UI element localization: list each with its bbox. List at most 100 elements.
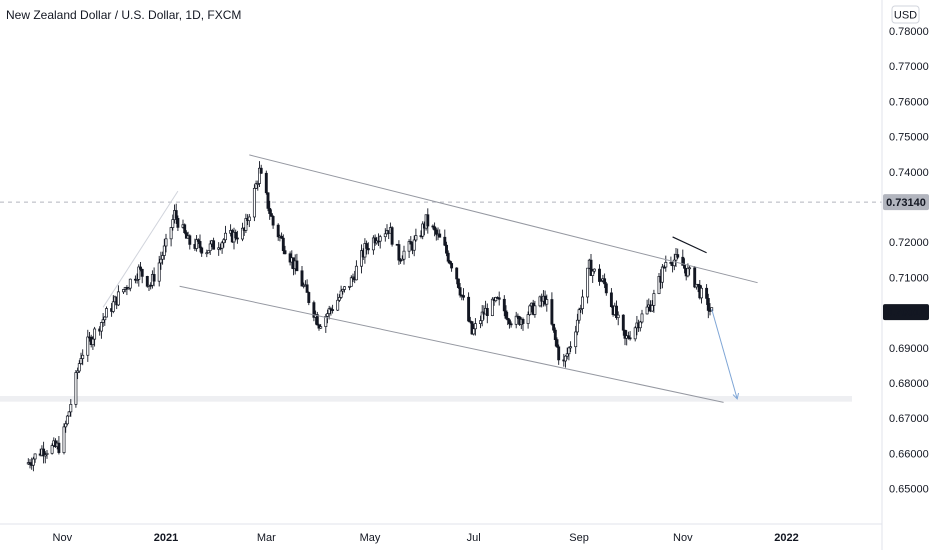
candle <box>445 241 448 257</box>
candle-body <box>497 297 501 300</box>
top-line <box>672 236 707 254</box>
candle-body <box>609 292 613 307</box>
candle-body <box>337 297 341 301</box>
candle <box>507 318 511 329</box>
candle <box>434 227 438 241</box>
candle <box>171 214 175 231</box>
candle-body <box>69 403 73 413</box>
candle <box>295 253 299 272</box>
candle-body <box>509 323 513 326</box>
candle <box>67 411 71 417</box>
candle-body <box>127 287 131 290</box>
candle-body <box>550 299 554 325</box>
candle <box>43 451 47 464</box>
candle-body <box>616 314 620 318</box>
candle-body <box>577 309 581 321</box>
candle-body <box>615 305 618 318</box>
candle <box>99 321 103 339</box>
candle-body <box>254 183 258 189</box>
candle-body <box>421 223 425 237</box>
candle-body <box>324 315 328 327</box>
candle <box>162 238 166 260</box>
candle <box>652 289 656 313</box>
candle-body <box>360 250 363 267</box>
x-tick-label: Jul <box>467 532 481 544</box>
candle <box>280 232 284 239</box>
candle <box>349 275 353 287</box>
candle-body <box>479 320 482 324</box>
candle <box>479 315 482 329</box>
candle-body <box>598 268 601 282</box>
candle-body <box>579 308 583 311</box>
candle <box>683 258 686 274</box>
candle <box>222 237 226 248</box>
candle <box>74 370 78 408</box>
candle-body <box>545 299 549 305</box>
candle-body <box>472 328 476 335</box>
candle-body <box>280 235 284 239</box>
candle-body <box>77 363 81 372</box>
candle <box>567 346 571 361</box>
candle <box>497 291 501 306</box>
candle-body <box>241 227 244 240</box>
candle <box>159 251 163 270</box>
candle <box>111 295 115 314</box>
candle <box>598 264 601 286</box>
candle-body <box>533 305 537 315</box>
candle <box>490 297 494 317</box>
candle <box>315 311 319 326</box>
candle-body <box>696 283 700 286</box>
candle <box>693 266 697 289</box>
candle-body <box>686 267 690 277</box>
candle-body <box>455 267 459 280</box>
candle-body <box>331 309 335 311</box>
x-tick-label: Mar <box>257 532 276 544</box>
candle <box>569 341 573 353</box>
candle <box>700 285 703 304</box>
candle <box>609 288 613 308</box>
trend-early <box>102 190 179 308</box>
candle <box>455 267 459 285</box>
candle <box>645 299 649 315</box>
candle <box>127 286 131 290</box>
channel-lower <box>179 285 724 403</box>
candle-body <box>564 355 567 362</box>
candle-body <box>128 278 132 289</box>
candle <box>521 317 525 331</box>
candle-body <box>681 256 685 266</box>
candle <box>696 283 700 293</box>
candle <box>402 245 406 265</box>
candle-body <box>581 296 584 309</box>
candle-body <box>157 262 161 282</box>
candle <box>557 344 561 365</box>
candle <box>276 223 280 241</box>
candle <box>137 264 141 287</box>
candle-body <box>164 238 168 247</box>
candle-body <box>366 248 370 251</box>
candle-body <box>445 244 448 254</box>
x-tick-label: May <box>360 532 381 544</box>
candle-body <box>234 231 238 239</box>
candle <box>564 355 567 368</box>
candle <box>621 314 625 336</box>
candle <box>258 161 261 187</box>
candle <box>86 329 90 362</box>
candle-body <box>315 314 319 326</box>
candle-body <box>565 353 569 357</box>
candle-body <box>198 241 202 249</box>
candle-body <box>339 290 343 298</box>
candle <box>485 303 489 324</box>
candle <box>327 305 331 320</box>
candle <box>365 240 369 255</box>
candle <box>378 234 382 249</box>
candle <box>254 180 258 189</box>
candle <box>339 285 343 299</box>
candle <box>681 249 685 266</box>
candle <box>509 321 513 328</box>
candle <box>65 414 69 426</box>
candle <box>470 321 474 335</box>
currency-button[interactable]: USD <box>891 5 920 24</box>
drawings-layer <box>102 154 758 403</box>
